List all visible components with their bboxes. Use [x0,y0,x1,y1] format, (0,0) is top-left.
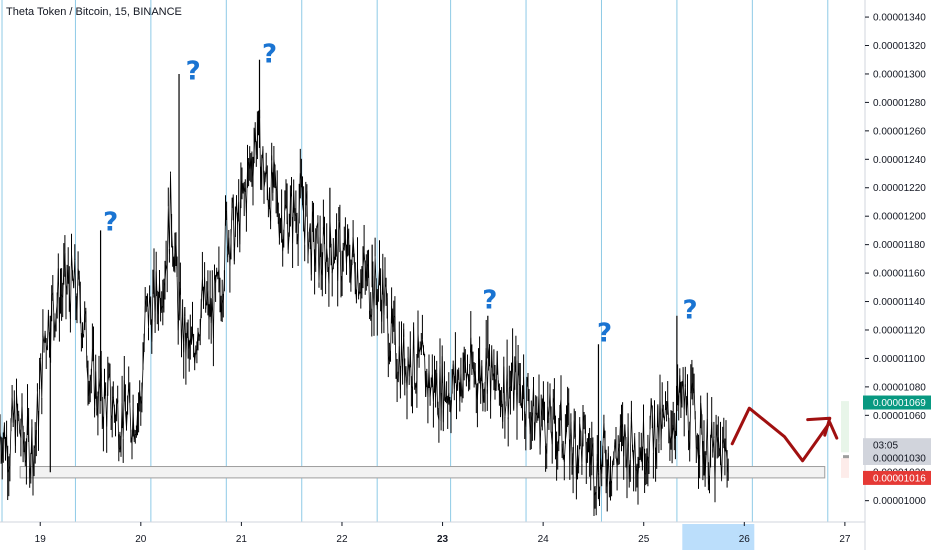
price-tags: 0.00001069 03:050.00001030 0.00001016 [841,395,931,485]
position-loss-bar [841,457,849,478]
support-zone [19,466,826,479]
price-axis: 0.000010000.000010200.000010400.00001060… [864,0,926,550]
position-entry-marker [843,455,849,459]
time-tick-label: 21 [236,534,248,545]
price-tick-label: 0.00001220 [873,183,926,194]
time-tick-label: 27 [839,534,851,545]
price-tick-label: 0.00001260 [873,126,926,137]
price-tick-label: 0.00001240 [873,155,926,166]
price-tag-label: 0.00001016 [873,473,926,484]
question-mark: ? [597,318,612,348]
price-tag [863,470,931,485]
price-tick-label: 0.00001100 [873,354,926,365]
question-mark: ? [103,207,118,237]
price-line [0,111,729,503]
price-tick-label: 0.00001300 [873,69,926,80]
projection-path [730,406,839,463]
price-tag-label: 03:05 [873,441,898,452]
question-mark: ? [262,40,277,70]
price-tick-label: 0.00001320 [873,41,926,52]
time-axis: 19 20 21 22 23 24 25 26 27 [0,521,865,550]
price-tick-label: 0.00001140 [873,297,926,308]
question-mark: ? [482,286,497,316]
time-tick-label: 26 [739,534,751,545]
price-tick-label: 0.00001060 [873,411,926,422]
price-candles [0,109,729,517]
price-tick-label: 0.00001180 [873,240,926,251]
price-series [0,59,729,503]
question-mark: ? [186,57,201,87]
question-mark: ? [682,296,697,326]
price-tag [863,395,931,410]
vertical-lines [1,0,829,522]
projection-arrow [730,406,839,463]
chart-title: Theta Token / Bitcoin, 15, BINANCE [6,6,182,18]
time-tick-label: 24 [538,534,550,545]
price-tick-label: 0.00001160 [873,269,926,280]
price-tick-label: 0.00001340 [873,13,926,24]
price-tag-label: 0.00001069 [873,398,926,409]
time-tick-label: 25 [638,534,650,545]
time-tick-label: 19 [35,534,47,545]
question-marks: ?????? [103,40,697,349]
support-zone-box [19,466,826,479]
price-tick-label: 0.00001280 [873,98,926,109]
time-tick-label: 22 [336,534,348,545]
time-tick-label: 23 [437,534,449,545]
price-tag [863,450,931,465]
price-tick-label: 0.00001080 [873,382,926,393]
price-tick-label: 0.00001200 [873,212,926,223]
time-tick-label: 20 [135,534,147,545]
price-tag [863,438,931,453]
price-tag-label: 0.00001030 [873,453,926,464]
price-tick-label: 0.00001120 [873,325,926,336]
price-tick-label: 0.00001000 [873,496,926,507]
highlighted-time-range [682,524,755,550]
position-profit-bar [841,401,849,453]
projection-arrow-head [806,416,832,437]
